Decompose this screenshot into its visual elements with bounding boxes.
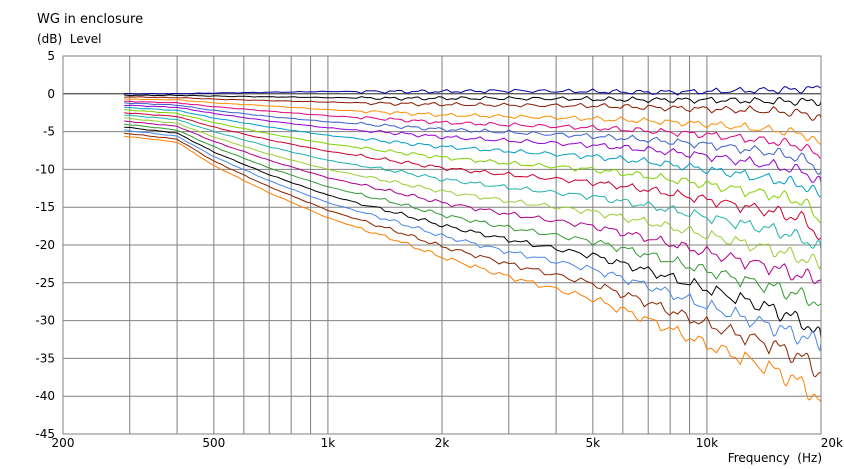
x-tick-label: 10k bbox=[696, 436, 718, 450]
x-tick-label: 20k bbox=[821, 436, 843, 450]
x-axis-label: Frequency (Hz) bbox=[727, 451, 822, 465]
y-axis-label: (dB) Level bbox=[37, 32, 102, 46]
series-line bbox=[124, 129, 822, 352]
x-tick-label: 5k bbox=[586, 436, 601, 450]
series-line bbox=[124, 109, 822, 224]
series-line bbox=[124, 94, 822, 107]
x-tick-label: 1k bbox=[321, 436, 336, 450]
series-line bbox=[124, 106, 822, 198]
series-line bbox=[124, 117, 822, 270]
series-line bbox=[124, 114, 822, 250]
y-tick-label: 0 bbox=[47, 87, 55, 101]
y-tick-label: -10 bbox=[35, 162, 55, 176]
series-line bbox=[124, 126, 822, 339]
y-tick-label: -35 bbox=[35, 351, 55, 365]
series-line bbox=[124, 96, 822, 121]
y-tick-label: -20 bbox=[35, 238, 55, 252]
plot-border bbox=[62, 55, 822, 435]
series-line bbox=[124, 132, 822, 378]
y-tick-label: -30 bbox=[35, 314, 55, 328]
y-tick-label: -15 bbox=[35, 200, 55, 214]
series-line bbox=[124, 85, 822, 96]
x-tick-label: 500 bbox=[202, 436, 225, 450]
series-line bbox=[124, 104, 822, 184]
series-line bbox=[124, 112, 822, 240]
series-line bbox=[124, 102, 822, 175]
x-tick-label: 200 bbox=[52, 436, 75, 450]
y-tick-label: -5 bbox=[43, 125, 55, 139]
y-tick-label: -45 bbox=[35, 427, 55, 441]
series-layer bbox=[124, 85, 822, 403]
x-tick-label: 2k bbox=[435, 436, 450, 450]
series-line bbox=[124, 98, 822, 146]
series-line bbox=[124, 123, 822, 307]
grid-layer bbox=[63, 55, 821, 435]
chart-title: WG in enclosure bbox=[37, 12, 144, 27]
series-line bbox=[124, 135, 822, 403]
series-line bbox=[124, 120, 822, 285]
y-tick-label: -40 bbox=[35, 389, 55, 403]
y-tick-label: -25 bbox=[35, 276, 55, 290]
y-tick-label: 5 bbox=[47, 49, 55, 63]
series-line bbox=[124, 100, 821, 159]
